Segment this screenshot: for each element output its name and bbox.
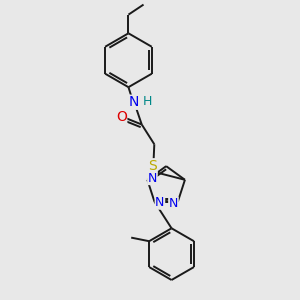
Text: N: N bbox=[169, 197, 178, 210]
Text: N: N bbox=[148, 172, 157, 184]
Text: O: O bbox=[116, 110, 127, 124]
Text: N: N bbox=[155, 196, 165, 209]
Text: H: H bbox=[143, 95, 152, 108]
Text: N: N bbox=[129, 95, 139, 109]
Text: S: S bbox=[148, 159, 157, 173]
